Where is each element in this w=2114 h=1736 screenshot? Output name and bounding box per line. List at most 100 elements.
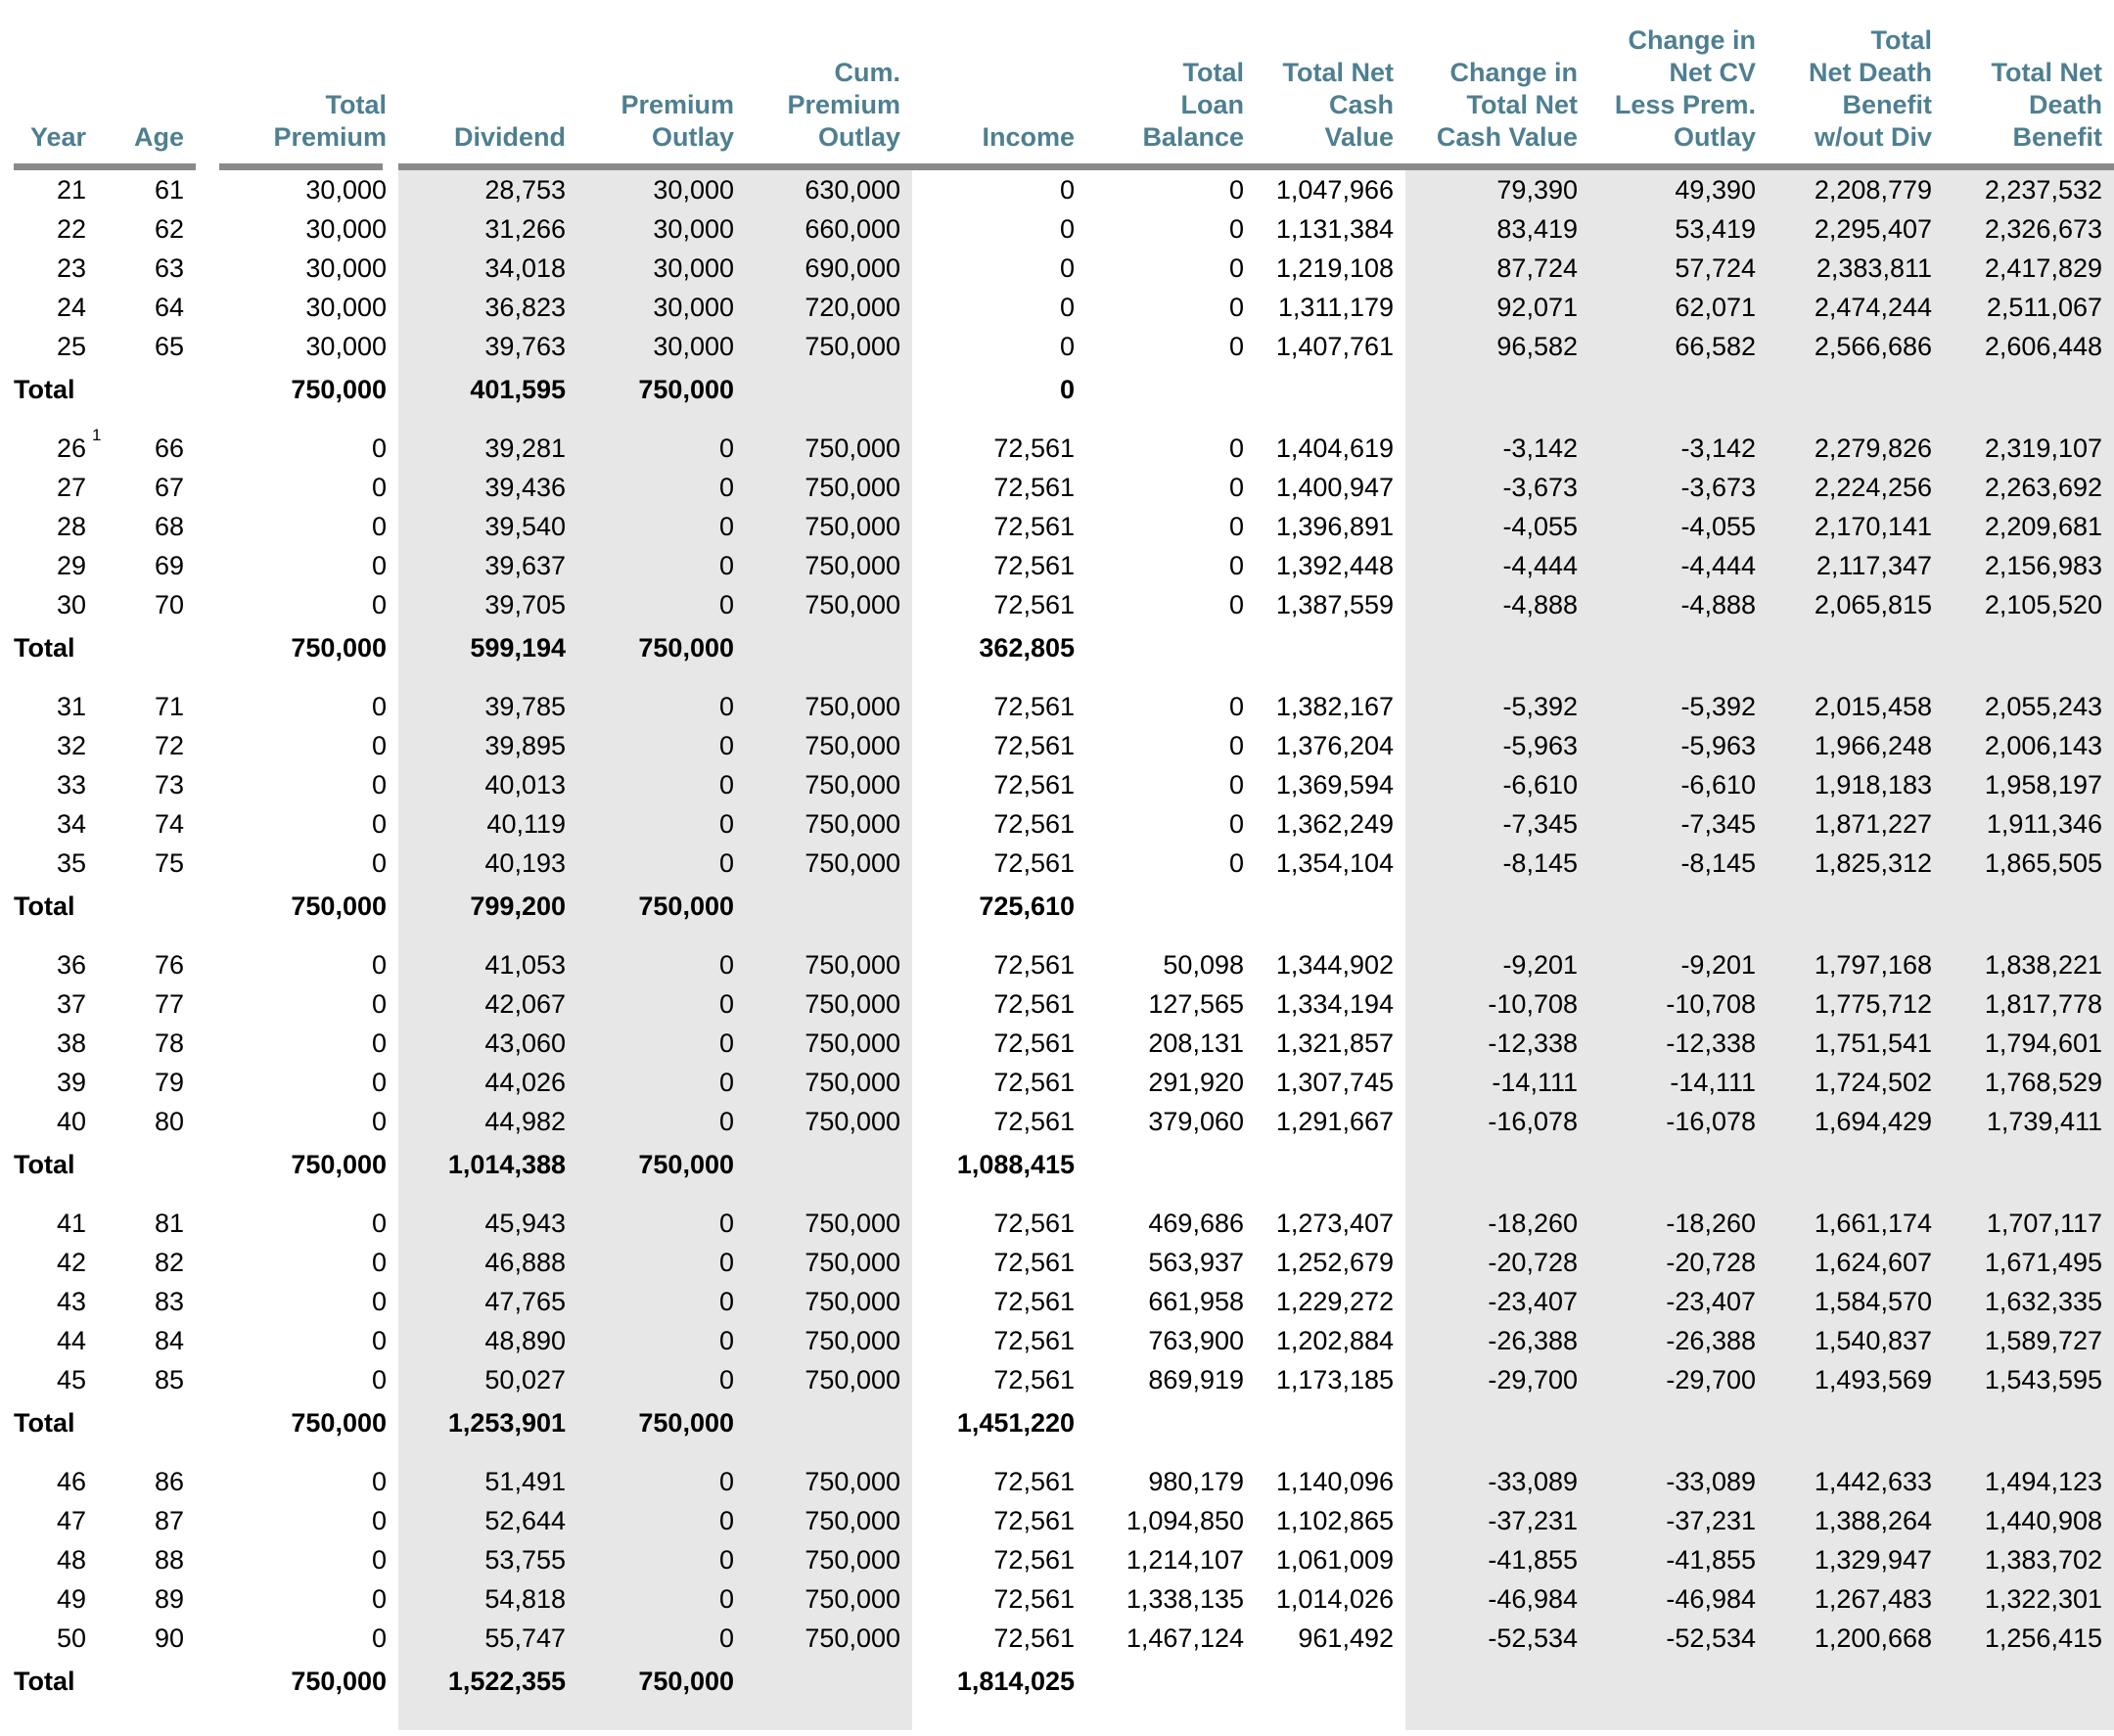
table-row-year-41: 41 81 0 45,943 0 750,000 72,561 469,686 1,273,40… xyxy=(0,1204,2114,1243)
table-cell: 39,436 xyxy=(484,472,566,502)
table-cell: -4,055 xyxy=(1680,511,1756,541)
table-row-year-25: 25 65 30,000 39,763 30,000 750,000 0 0 1,407,761… xyxy=(0,327,2114,366)
table-cell: 2,208,779 xyxy=(1814,174,1932,205)
spacer-cell xyxy=(1086,671,1256,687)
table-row-year-23: 23 63 30,000 34,018 30,000 690,000 0 0 1,219,108… xyxy=(0,249,2114,288)
table-cell xyxy=(1086,624,1256,671)
table-cell: 0 xyxy=(1228,808,1244,839)
table-cell: -33,089 xyxy=(1666,1466,1756,1496)
table-cell: 39,763 xyxy=(484,331,566,361)
spacer-cell xyxy=(1589,1188,1768,1204)
table-cell xyxy=(1589,624,1768,671)
spacer-cell xyxy=(1405,1188,1589,1204)
table-cell: 32 xyxy=(56,730,86,760)
table-cell: -26,388 xyxy=(1488,1325,1578,1355)
table-cell: 30,000 xyxy=(653,252,734,283)
table-cell: 0 xyxy=(718,1325,734,1355)
table-cell: 39,637 xyxy=(484,550,566,580)
spacer-cell xyxy=(0,671,98,687)
table-cell: 661,958 xyxy=(1148,1286,1244,1316)
table-cell xyxy=(1589,1658,1768,1705)
table-cell: 750,000 xyxy=(804,847,900,878)
block-total-row: Total 750,000 1,522,355 750,000 1,814,025 xyxy=(0,1658,2114,1705)
table-row-year-43: 43 83 0 47,765 0 750,000 72,561 661,958 1,229,27… xyxy=(0,1282,2114,1321)
spacer-cell xyxy=(398,1446,577,1462)
table-cell: 2,015,458 xyxy=(1814,691,1932,721)
spacer-cell xyxy=(1405,671,1589,687)
table-row-year-35: 35 75 0 40,193 0 750,000 72,561 0 1,354,104 -8,14… xyxy=(0,844,2114,883)
table-cell: 45,943 xyxy=(484,1208,566,1238)
table-cell: 750,000 xyxy=(804,1067,900,1097)
table-cell: 2,055,243 xyxy=(1984,691,2102,721)
table-cell: -3,142 xyxy=(1680,433,1756,463)
table-cell: 72,561 xyxy=(993,550,1075,580)
spacer-cell xyxy=(746,413,912,429)
col-header-total-net-death-benefit-wout-div: Total Net Death Benefit w/out Div xyxy=(1768,0,1944,163)
table-cell: 0 xyxy=(718,1247,734,1277)
table-cell: 43 xyxy=(56,1286,86,1316)
table-cell: 44,982 xyxy=(484,1106,566,1136)
table-cell xyxy=(1768,1399,1944,1446)
table-cell: 47,765 xyxy=(484,1286,566,1316)
table-cell: 72,561 xyxy=(993,949,1075,980)
table-cell: 28,753 xyxy=(484,174,566,205)
table-cell: 40,193 xyxy=(484,847,566,878)
table-cell: 71 xyxy=(154,691,184,721)
table-cell: 44 xyxy=(56,1325,86,1355)
block-spacer xyxy=(0,930,2114,945)
table-cell: 0 xyxy=(371,1106,387,1136)
table-cell: 0 xyxy=(371,1544,387,1575)
spacer-cell xyxy=(196,1705,398,1730)
table-cell: 2,006,143 xyxy=(1984,730,2102,760)
table-cell: 72,561 xyxy=(993,1028,1075,1058)
table-row-year-29: 29 69 0 39,637 0 750,000 72,561 0 1,392,448 -4,44… xyxy=(0,546,2114,585)
total-income-cell: 1,451,220 xyxy=(956,1407,1075,1438)
table-cell: 1,214,107 xyxy=(1126,1544,1244,1575)
spacer-cell xyxy=(912,1446,1086,1462)
table-cell: 30,000 xyxy=(653,213,734,244)
table-cell: 0 xyxy=(1228,252,1244,283)
table-cell: 2,065,815 xyxy=(1814,589,1932,619)
table-cell: 72,561 xyxy=(993,589,1075,619)
table-cell: 1,376,204 xyxy=(1275,730,1394,760)
table-row-year-49: 49 89 0 54,818 0 750,000 72,561 1,338,135 1,014,… xyxy=(0,1579,2114,1619)
table-cell: 30 xyxy=(56,589,86,619)
table-cell xyxy=(1768,366,1944,413)
table-cell: 1,382,167 xyxy=(1275,691,1394,721)
table-cell: 750,000 xyxy=(804,1622,900,1653)
spacer-cell xyxy=(98,930,196,945)
table-cell: 0 xyxy=(371,433,387,463)
table-cell: -14,111 xyxy=(1670,1067,1756,1097)
spacer-cell xyxy=(1944,930,2114,945)
table-cell: 1,311,179 xyxy=(1277,292,1394,322)
block-total-row: Total 750,000 599,194 750,000 362,805 xyxy=(0,624,2114,671)
spacer-cell xyxy=(746,930,912,945)
table-cell: 1,369,594 xyxy=(1275,769,1394,799)
table-cell: 39,705 xyxy=(484,589,566,619)
table-cell: 50,098 xyxy=(1163,949,1244,980)
table-cell: 80 xyxy=(154,1106,184,1136)
table-cell: 750,000 xyxy=(804,589,900,619)
table-cell: 50 xyxy=(56,1622,86,1653)
table-cell: 2,417,829 xyxy=(1984,252,2102,283)
table-cell: 1,344,902 xyxy=(1275,949,1394,980)
table-cell: 1,825,312 xyxy=(1814,847,1932,878)
table-cell: 0 xyxy=(1228,433,1244,463)
table-cell: 0 xyxy=(371,1247,387,1277)
table-cell: 750,000 xyxy=(804,1208,900,1238)
table-row-year-27: 27 67 0 39,436 0 750,000 72,561 0 1,400,947 -3,67… xyxy=(0,468,2114,507)
table-cell xyxy=(1944,1658,2114,1705)
table-cell: -33,089 xyxy=(1488,1466,1578,1496)
table-cell: 1,252,679 xyxy=(1275,1247,1394,1277)
table-cell: 88 xyxy=(154,1544,184,1575)
total-premium-cell: 750,000 xyxy=(291,1407,387,1438)
table-cell xyxy=(1086,1399,1256,1446)
total-income-cell: 1,088,415 xyxy=(956,1149,1075,1179)
spacer-cell xyxy=(577,1446,746,1462)
table-cell: 750,000 xyxy=(804,511,900,541)
total-income-cell: 725,610 xyxy=(979,891,1075,921)
table-cell: -5,392 xyxy=(1502,691,1578,721)
total-income-cell: 1,814,025 xyxy=(956,1666,1075,1696)
table-cell: 51,491 xyxy=(484,1466,566,1496)
